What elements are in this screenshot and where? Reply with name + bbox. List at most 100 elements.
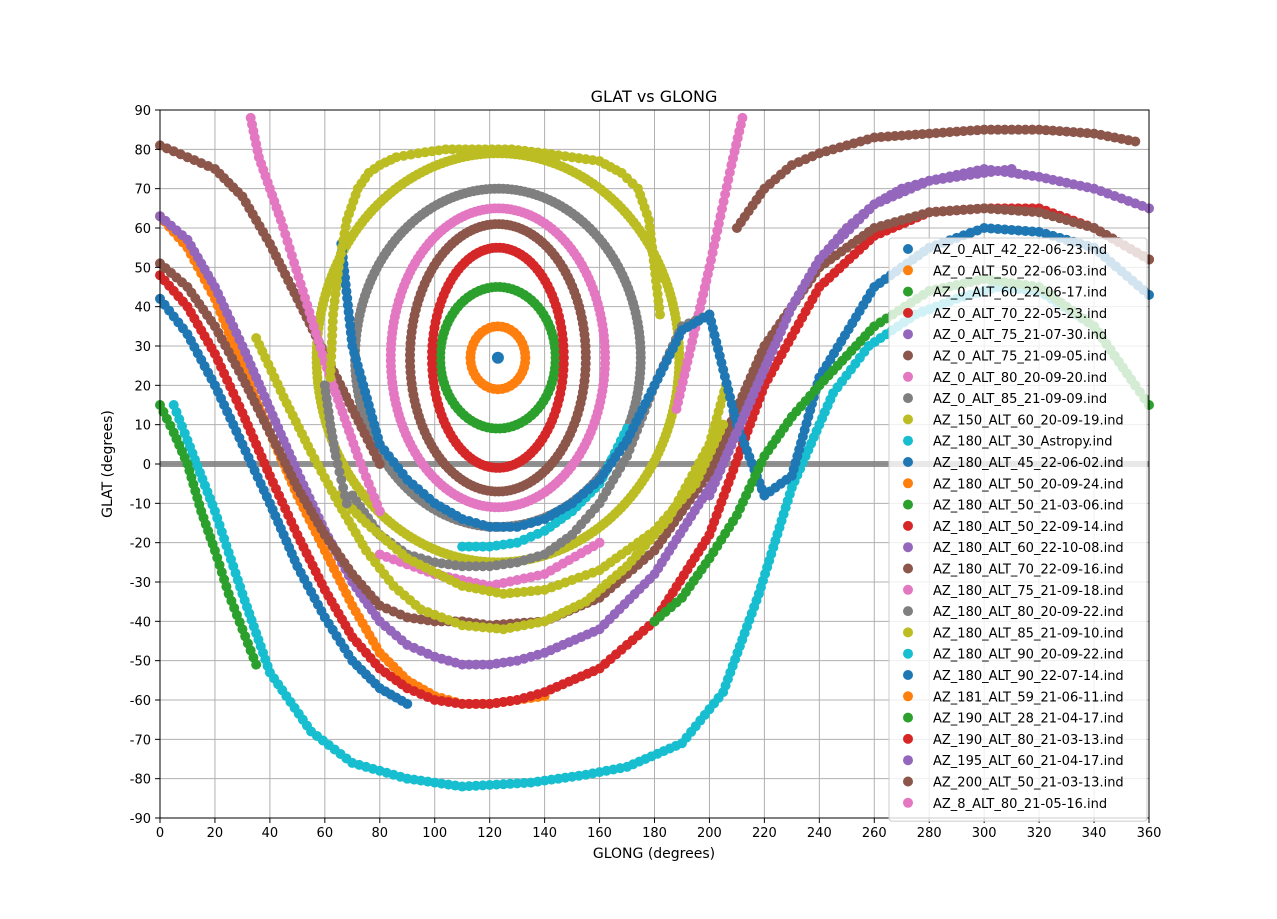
data-point bbox=[498, 521, 509, 532]
legend-entry: AZ_0_ALT_75_21-07-30.ind bbox=[933, 328, 1107, 343]
data-point bbox=[374, 459, 385, 469]
legend-marker bbox=[903, 648, 913, 659]
x-tick-label: 40 bbox=[262, 826, 279, 841]
legend-entry: AZ_180_ALT_85_21-09-10.ind bbox=[933, 626, 1124, 641]
legend-entry: AZ_0_ALT_60_22-06-17.ind bbox=[933, 286, 1107, 301]
x-tick-label: 140 bbox=[532, 826, 557, 841]
data-point bbox=[470, 561, 481, 572]
legend-marker bbox=[903, 712, 913, 723]
legend-marker bbox=[903, 265, 913, 276]
y-tick-label: 20 bbox=[134, 379, 151, 394]
y-tick-label: -30 bbox=[130, 576, 151, 591]
data-point bbox=[457, 698, 468, 709]
legend-entry: AZ_181_ALT_59_21-06-11.ind bbox=[933, 690, 1124, 705]
y-tick-label: -10 bbox=[130, 497, 151, 512]
data-point bbox=[457, 561, 468, 572]
legend-entry: AZ_180_ALT_50_20-09-24.ind bbox=[933, 477, 1124, 492]
data-point bbox=[374, 506, 385, 517]
x-tick-label: 0 bbox=[156, 826, 164, 841]
legend-entry: AZ_0_ALT_85_21-09-09.ind bbox=[933, 392, 1107, 407]
center-point bbox=[491, 351, 504, 364]
legend-entry: AZ_180_ALT_90_22-07-14.ind bbox=[933, 669, 1124, 684]
legend-marker bbox=[903, 307, 913, 318]
x-tick-label: 20 bbox=[207, 826, 224, 841]
data-point bbox=[332, 459, 343, 469]
legend-entry: AZ_190_ALT_28_21-04-17.ind bbox=[933, 712, 1124, 727]
legend-entry: AZ_195_ALT_60_21-04-17.ind bbox=[933, 754, 1124, 769]
legend-marker bbox=[903, 670, 913, 680]
data-point bbox=[457, 541, 468, 552]
data-point bbox=[505, 521, 516, 532]
y-tick-label: -60 bbox=[130, 694, 151, 709]
legend-marker bbox=[903, 563, 913, 574]
y-tick-label: -40 bbox=[130, 615, 151, 630]
legend-box bbox=[888, 237, 1148, 822]
data-point bbox=[327, 323, 338, 334]
data-point bbox=[325, 358, 336, 369]
data-point bbox=[457, 659, 468, 670]
y-tick-label: 80 bbox=[134, 143, 151, 158]
x-axis-label: GLONG (degrees) bbox=[593, 846, 715, 862]
x-tick-label: 320 bbox=[1027, 826, 1052, 841]
legend-entry: AZ_180_ALT_90_20-09-22.ind bbox=[933, 648, 1124, 663]
data-point bbox=[718, 419, 729, 430]
legend-marker bbox=[903, 350, 913, 361]
data-point bbox=[251, 659, 262, 670]
legend-entry: AZ_180_ALT_45_22-06-02.ind bbox=[933, 456, 1124, 471]
y-tick-label: -20 bbox=[130, 537, 151, 552]
data-point bbox=[336, 474, 347, 485]
x-tick-label: 120 bbox=[477, 826, 502, 841]
data-point bbox=[464, 561, 475, 572]
data-point bbox=[594, 537, 605, 548]
legend-marker bbox=[903, 755, 913, 766]
x-tick-label: 360 bbox=[1137, 826, 1162, 841]
data-point bbox=[999, 124, 1010, 135]
legend-entry: AZ_150_ALT_60_20-09-19.ind bbox=[933, 413, 1124, 428]
legend-marker bbox=[903, 776, 913, 787]
data-point bbox=[671, 403, 682, 414]
data-point bbox=[477, 561, 488, 572]
y-tick-label: 10 bbox=[134, 419, 151, 434]
legend-marker bbox=[903, 499, 913, 510]
data-point bbox=[635, 357, 646, 368]
legend-entry: AZ_200_ALT_50_21-03-13.ind bbox=[933, 776, 1124, 791]
data-point bbox=[477, 698, 488, 709]
data-point bbox=[330, 451, 341, 462]
legend-entry: AZ_180_ALT_80_20-09-22.ind bbox=[933, 605, 1124, 620]
x-tick-label: 240 bbox=[807, 826, 832, 841]
legend-marker bbox=[903, 520, 913, 531]
legend-marker bbox=[903, 435, 913, 446]
legend-marker bbox=[903, 286, 913, 297]
data-point bbox=[1006, 124, 1017, 135]
data-point bbox=[520, 357, 531, 368]
legend-marker bbox=[903, 371, 913, 382]
legend-entry: AZ_180_ALT_50_21-03-06.ind bbox=[933, 499, 1124, 514]
x-tick-label: 160 bbox=[587, 826, 612, 841]
y-tick-label: 30 bbox=[134, 340, 151, 355]
chart-title: GLAT vs GLONG bbox=[591, 87, 718, 106]
x-tick-label: 300 bbox=[972, 826, 997, 841]
data-point bbox=[339, 490, 350, 501]
legend-marker bbox=[903, 478, 913, 489]
data-point bbox=[1027, 124, 1038, 135]
legend-entry: AZ_180_ALT_30_Astropy.ind bbox=[933, 435, 1113, 450]
data-point bbox=[338, 482, 349, 493]
legend: AZ_0_ALT_42_22-06-23.ind AZ_0_ALT_50_22-0… bbox=[888, 237, 1148, 822]
legend-marker bbox=[903, 457, 913, 467]
data-point bbox=[986, 124, 997, 135]
data-point bbox=[464, 698, 475, 709]
data-point bbox=[464, 659, 475, 670]
data-point bbox=[654, 309, 665, 320]
data-point bbox=[470, 541, 481, 552]
y-tick-label: -50 bbox=[130, 655, 151, 670]
data-point bbox=[1130, 136, 1141, 147]
data-point bbox=[599, 358, 610, 369]
x-tick-label: 260 bbox=[862, 826, 887, 841]
data-point bbox=[1020, 124, 1031, 135]
data-point bbox=[470, 698, 481, 709]
x-tick-label: 200 bbox=[697, 826, 722, 841]
x-tick-label: 180 bbox=[642, 826, 667, 841]
legend-entry: AZ_0_ALT_75_21-09-05.ind bbox=[933, 350, 1107, 365]
data-point bbox=[325, 372, 336, 383]
legend-entry: AZ_190_ALT_80_21-03-13.ind bbox=[933, 733, 1124, 748]
